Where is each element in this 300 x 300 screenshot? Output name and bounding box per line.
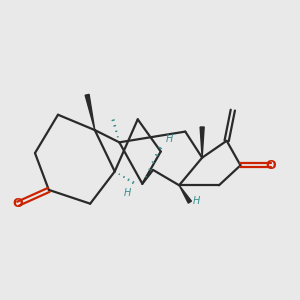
Polygon shape bbox=[85, 94, 95, 130]
Text: H: H bbox=[166, 134, 173, 144]
Text: O: O bbox=[13, 197, 23, 210]
Text: H: H bbox=[123, 188, 131, 198]
Polygon shape bbox=[200, 127, 204, 158]
Text: O: O bbox=[266, 159, 277, 172]
Text: H: H bbox=[192, 196, 200, 206]
Polygon shape bbox=[179, 185, 191, 203]
